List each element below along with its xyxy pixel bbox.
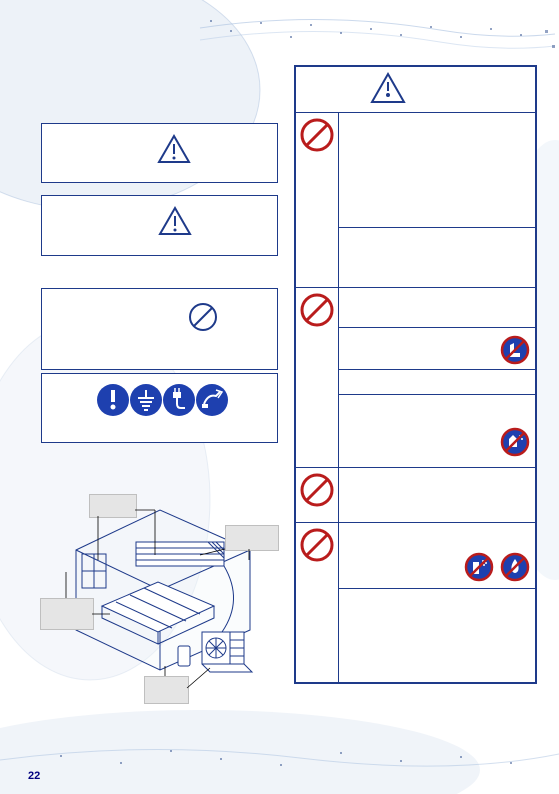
prohibit-icon bbox=[300, 528, 334, 562]
no-spray-icon bbox=[464, 552, 494, 582]
safety-table bbox=[294, 65, 537, 684]
table-header bbox=[296, 67, 535, 112]
no-fire-icon bbox=[500, 552, 530, 582]
warning-triangle-icon bbox=[296, 67, 535, 112]
no-touch-icon bbox=[500, 335, 530, 365]
prohibit-icon bbox=[300, 473, 334, 507]
prohibit-icon bbox=[300, 293, 334, 327]
prohibit-icon bbox=[300, 118, 334, 152]
table-vline bbox=[338, 112, 339, 682]
no-wet-hands-icon bbox=[500, 427, 530, 457]
page-number: 22 bbox=[28, 770, 40, 782]
